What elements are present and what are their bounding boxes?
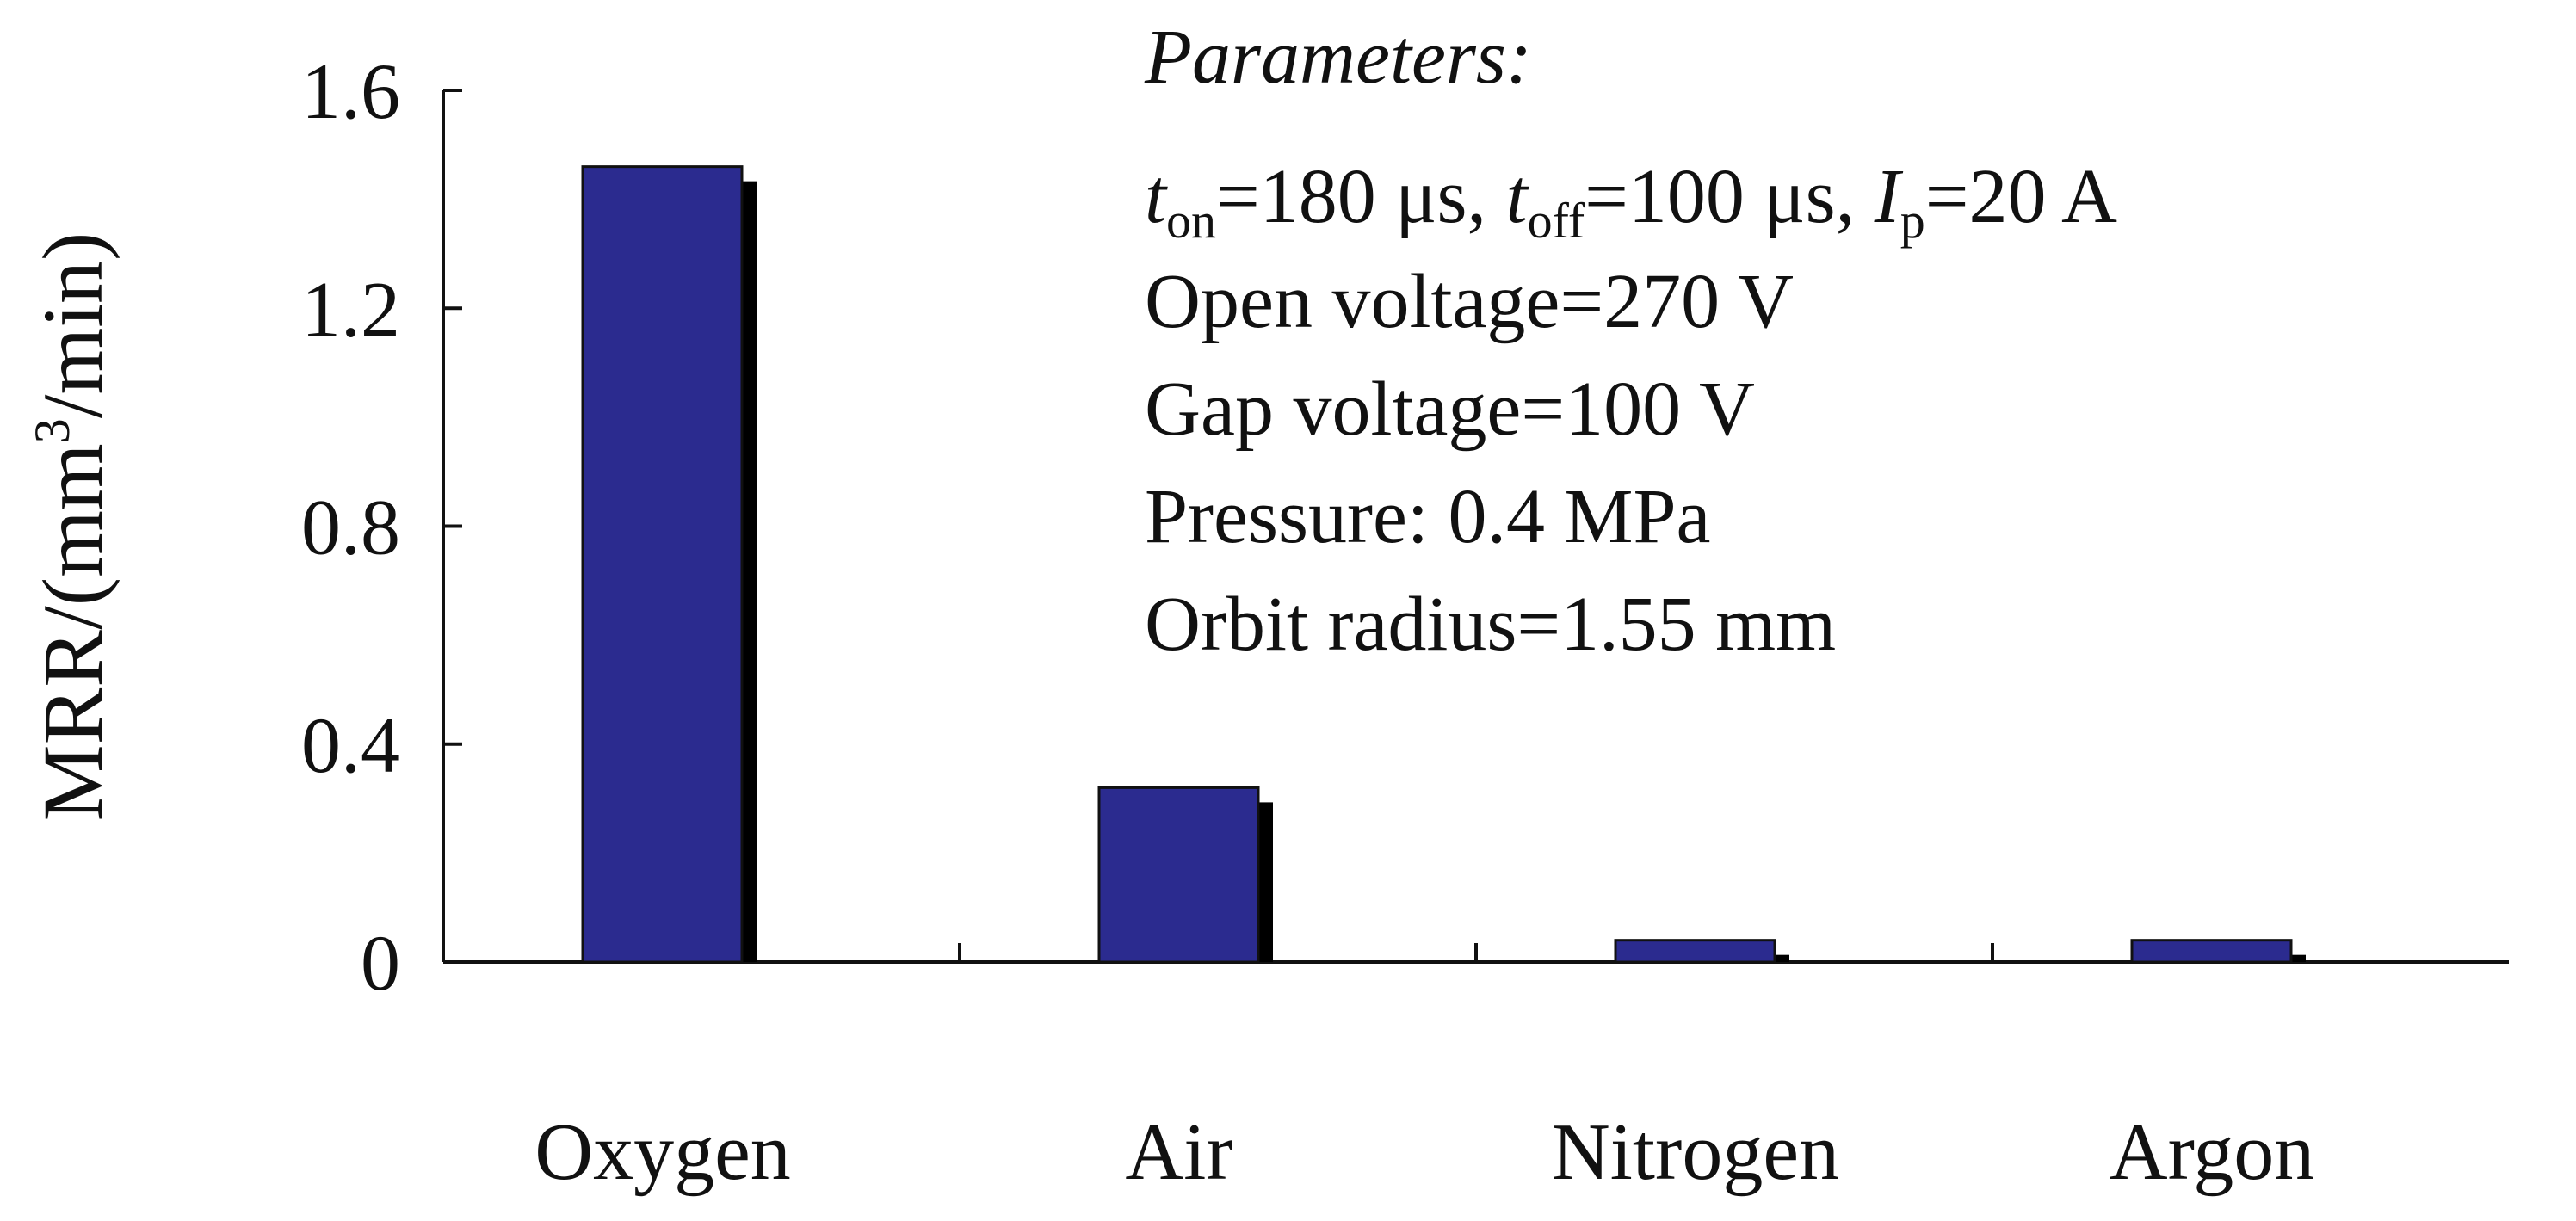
i-p-symbol: I — [1874, 154, 1904, 239]
y-tick-label: 0 — [361, 919, 400, 1007]
x-tick-label-oxygen: Oxygen — [534, 1107, 791, 1197]
annotation-heading: Parameters: — [1144, 15, 1532, 100]
bars — [581, 165, 2306, 964]
t-off-subscript: off — [1528, 193, 1585, 249]
parameters-annotation: Parameters: ton=180 μs, toff=100 μs, Ip=… — [1144, 15, 2117, 667]
y-tick-labels: 0 0.4 0.8 1.2 1.6 — [301, 47, 400, 1007]
y-axis-title-superscript: 3 — [24, 418, 80, 443]
annotation-line-pressure: Pressure: 0.4 MPa — [1145, 474, 1710, 559]
x-tick-labels: Oxygen Air Nitrogen Argon — [534, 1107, 2314, 1197]
annotation-line-gap-voltage: Gap voltage=100 V — [1145, 367, 1755, 452]
y-axis-title-suffix: /min) — [25, 232, 120, 419]
y-tick-label: 0.8 — [301, 484, 400, 571]
x-tick-label-argon: Argon — [2110, 1107, 2315, 1197]
annotation-line-open-voltage: Open voltage=270 V — [1145, 259, 1794, 344]
t-off-symbol: t — [1506, 154, 1529, 239]
bar-argon — [2130, 939, 2293, 964]
y-axis-title: MRR/(mm3/min) — [24, 232, 120, 822]
t-on-symbol: t — [1145, 154, 1168, 239]
x-tick-label-nitrogen: Nitrogen — [1552, 1107, 1839, 1197]
t-on-value: =180 μs, — [1216, 154, 1506, 239]
y-tick-label: 1.6 — [301, 47, 400, 135]
i-p-value: =20 A — [1925, 154, 2117, 239]
y-axis-title-prefix: MRR/(mm — [25, 443, 120, 821]
annotation-line-timing: ton=180 μs, toff=100 μs, Ip=20 A — [1145, 154, 2117, 249]
i-p-subscript: p — [1900, 193, 1925, 249]
t-on-subscript: on — [1166, 193, 1216, 249]
bar-air — [1097, 786, 1260, 964]
y-tick-label: 0.4 — [301, 701, 400, 789]
x-tick-label-air: Air — [1125, 1107, 1232, 1197]
t-off-value: =100 μs, — [1585, 154, 1875, 239]
y-tick-label: 1.2 — [301, 265, 400, 353]
bar-nitrogen — [1614, 939, 1776, 964]
annotation-line-orbit-radius: Orbit radius=1.55 mm — [1145, 582, 1836, 667]
bar-oxygen — [581, 165, 744, 964]
